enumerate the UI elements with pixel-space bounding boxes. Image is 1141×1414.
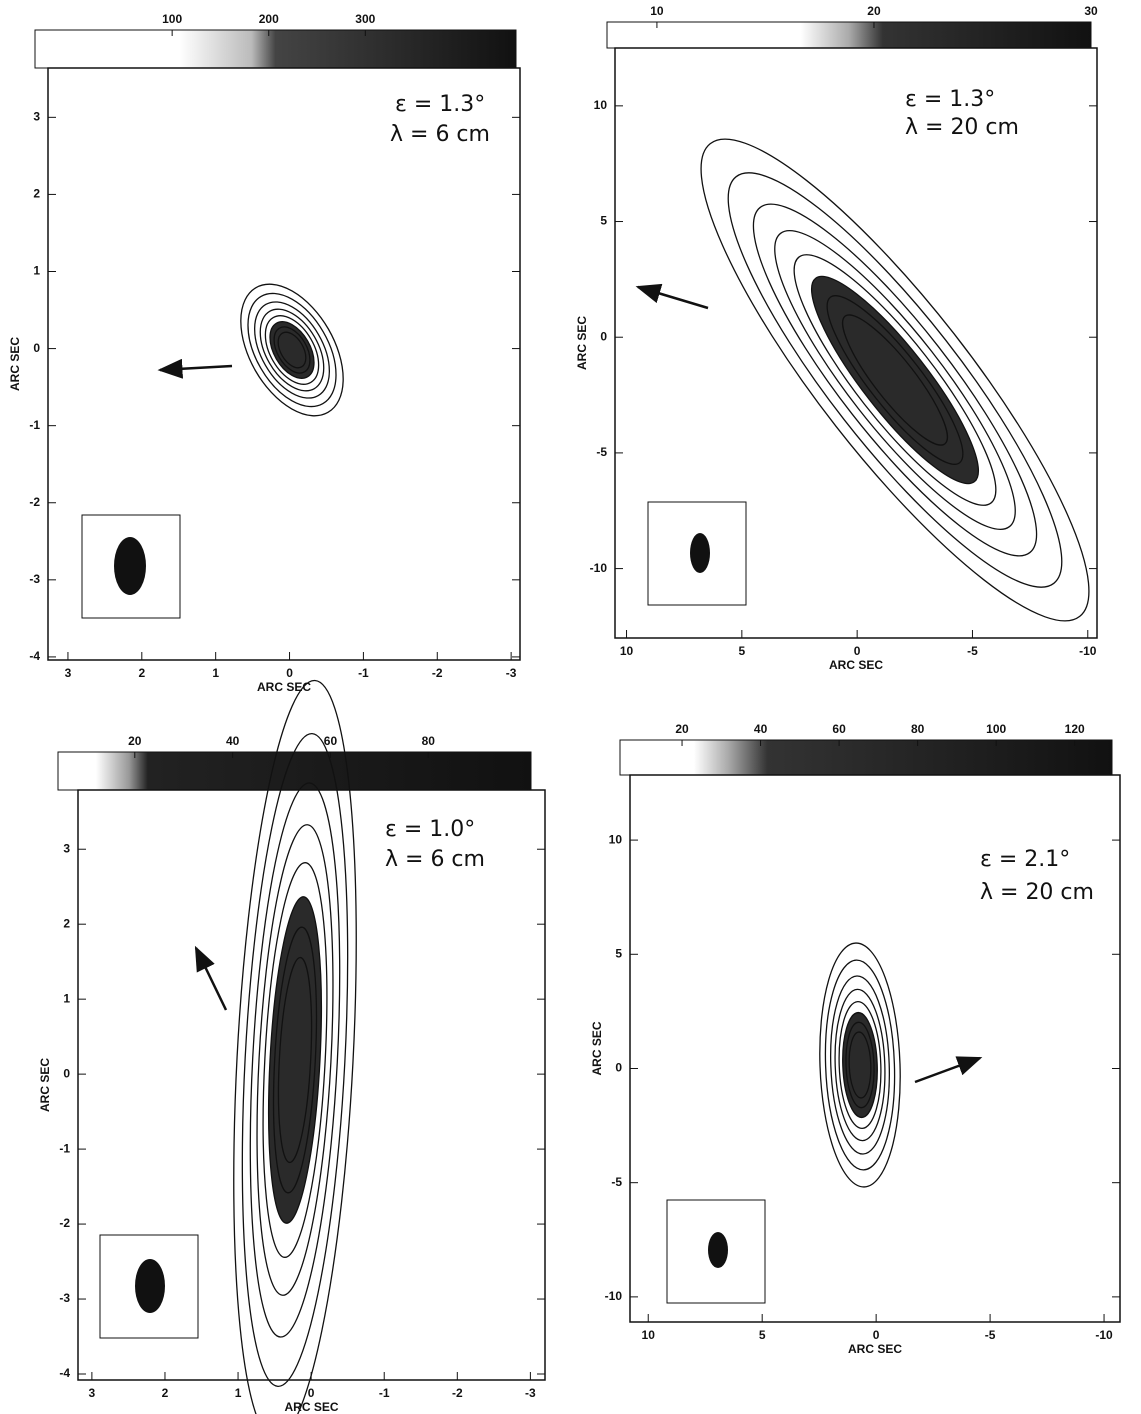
y-tick-label: 5 xyxy=(600,214,607,228)
colorbar-tick-label: 20 xyxy=(867,4,881,18)
colorbar-tick-label: 60 xyxy=(324,734,338,748)
colorbar-tick-label: 200 xyxy=(259,12,279,26)
y-tick-label: -3 xyxy=(59,1291,70,1305)
direction-arrow xyxy=(915,1058,980,1082)
x-tick-label: 0 xyxy=(286,666,293,680)
annotation: λ = 20 cm xyxy=(980,880,1094,905)
x-tick-label: 3 xyxy=(65,666,72,680)
colorbar xyxy=(35,30,516,68)
colorbar xyxy=(58,752,531,790)
x-tick-label: -3 xyxy=(506,666,517,680)
direction-arrow xyxy=(160,366,232,370)
y-tick-label: 5 xyxy=(615,946,622,960)
annotation: ε = 1.0° xyxy=(385,817,475,842)
x-tick-label: -1 xyxy=(358,666,369,680)
x-tick-label: -5 xyxy=(967,644,978,658)
y-tick-label: 0 xyxy=(63,1066,70,1080)
colorbar-tick-label: 100 xyxy=(162,12,182,26)
y-tick-label: 3 xyxy=(33,110,40,124)
direction-arrow xyxy=(196,948,226,1010)
colorbar-tick-label: 40 xyxy=(226,734,240,748)
y-tick-label: 3 xyxy=(63,841,70,855)
x-tick-label: -10 xyxy=(1079,644,1097,658)
y-tick-label: -1 xyxy=(29,418,40,432)
colorbar-tick-label: 40 xyxy=(754,722,768,736)
x-tick-label: 1 xyxy=(212,666,219,680)
y-tick-label: -2 xyxy=(59,1216,70,1230)
colorbar-tick-label: 80 xyxy=(911,722,925,736)
y-axis-label: ARC SEC xyxy=(575,316,589,370)
y-tick-label: 0 xyxy=(600,329,607,343)
annotation: λ = 6 cm xyxy=(390,122,490,147)
beam xyxy=(114,537,146,595)
y-tick-label: -4 xyxy=(29,649,40,663)
x-tick-label: 0 xyxy=(873,1328,880,1342)
y-tick-label: -5 xyxy=(596,445,607,459)
direction-arrow xyxy=(638,287,708,308)
annotation: ε = 1.3° xyxy=(395,92,485,117)
x-tick-label: 1 xyxy=(235,1386,242,1400)
y-tick-label: -10 xyxy=(605,1289,623,1303)
x-tick-label: -2 xyxy=(432,666,443,680)
x-tick-label: -3 xyxy=(525,1386,536,1400)
y-tick-label: 1 xyxy=(63,991,70,1005)
colorbar-tick-label: 120 xyxy=(1065,722,1085,736)
x-tick-label: -10 xyxy=(1095,1328,1113,1342)
y-tick-label: 0 xyxy=(33,341,40,355)
colorbar-tick-label: 20 xyxy=(675,722,689,736)
colorbar-tick-label: 30 xyxy=(1084,4,1098,18)
x-tick-label: -2 xyxy=(452,1386,463,1400)
y-tick-label: -2 xyxy=(29,495,40,509)
y-tick-label: 2 xyxy=(63,916,70,930)
beam xyxy=(135,1259,165,1313)
colorbar xyxy=(620,740,1112,775)
x-axis-label: ARC SEC xyxy=(848,1342,902,1356)
x-tick-label: -1 xyxy=(379,1386,390,1400)
y-tick-label: -3 xyxy=(29,572,40,586)
y-tick-label: -1 xyxy=(59,1141,70,1155)
y-tick-label: 10 xyxy=(609,832,623,846)
y-axis-label: ARC SEC xyxy=(8,337,22,391)
x-axis-label: ARC SEC xyxy=(829,658,883,672)
x-tick-label: 2 xyxy=(162,1386,169,1400)
colorbar-tick-label: 60 xyxy=(832,722,846,736)
y-axis-label: ARC SEC xyxy=(590,1021,604,1075)
y-tick-label: -10 xyxy=(590,561,608,575)
x-tick-label: 0 xyxy=(308,1386,315,1400)
y-tick-label: 10 xyxy=(594,98,608,112)
y-tick-label: -4 xyxy=(59,1366,70,1380)
y-tick-label: 0 xyxy=(615,1061,622,1075)
annotation: λ = 20 cm xyxy=(905,115,1019,140)
annotation: ε = 2.1° xyxy=(980,847,1070,872)
y-tick-label: -5 xyxy=(611,1175,622,1189)
x-tick-label: 3 xyxy=(89,1386,96,1400)
x-tick-label: 5 xyxy=(738,644,745,658)
colorbar-tick-label: 10 xyxy=(650,4,664,18)
annotation: ε = 1.3° xyxy=(905,87,995,112)
colorbar-tick-label: 20 xyxy=(128,734,142,748)
x-tick-label: -5 xyxy=(985,1328,996,1342)
beam xyxy=(708,1232,728,1268)
figure: 1002003003210-1-2-33210-1-2-3-4ARC SECAR… xyxy=(0,0,1141,1414)
colorbar-tick-label: 300 xyxy=(355,12,375,26)
y-tick-label: 1 xyxy=(33,264,40,278)
x-tick-label: 2 xyxy=(138,666,145,680)
y-axis-label: ARC SEC xyxy=(38,1058,52,1112)
x-tick-label: 5 xyxy=(759,1328,766,1342)
x-tick-label: 0 xyxy=(854,644,861,658)
colorbar xyxy=(607,22,1091,48)
x-axis-label: ARC SEC xyxy=(284,1400,338,1414)
colorbar-tick-label: 80 xyxy=(422,734,436,748)
colorbar-tick-label: 100 xyxy=(986,722,1006,736)
y-tick-label: 2 xyxy=(33,187,40,201)
x-tick-label: 10 xyxy=(620,644,634,658)
annotation: λ = 6 cm xyxy=(385,847,485,872)
x-tick-label: 10 xyxy=(642,1328,656,1342)
contour-line xyxy=(829,304,961,457)
beam xyxy=(690,533,710,573)
